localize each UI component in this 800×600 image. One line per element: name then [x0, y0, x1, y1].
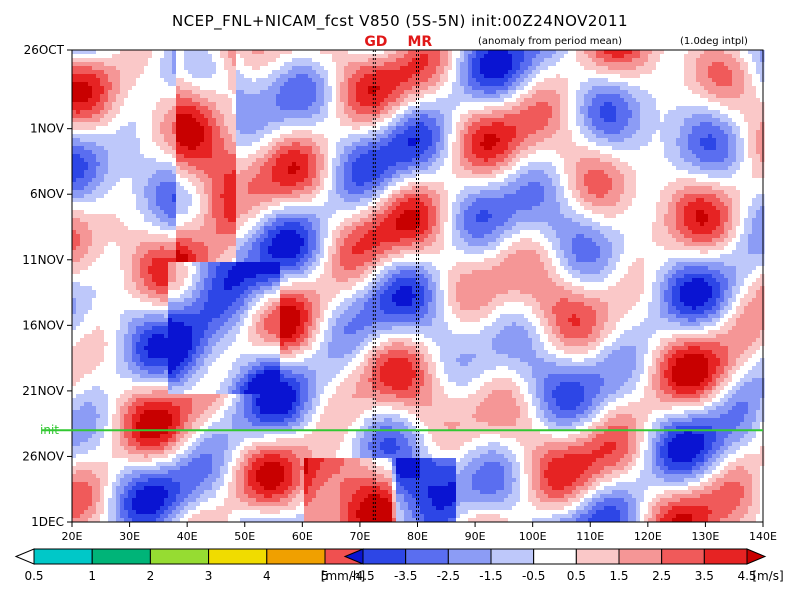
wind-bin-2	[406, 549, 449, 564]
wind-level-label: 1.5	[609, 569, 628, 583]
x-tick-label: 60E	[292, 530, 313, 543]
wind-bin-1	[363, 549, 406, 564]
wind-level-label: -4.5	[351, 569, 374, 583]
x-tick-label: 100E	[519, 530, 547, 543]
y-tick-label: 1DEC	[31, 515, 64, 529]
y-tick-label: 26NOV	[22, 449, 64, 463]
y-tick-label: 16NOV	[22, 318, 64, 332]
precip-level-label: 4	[263, 569, 271, 583]
wind-level-label: 2.5	[652, 569, 671, 583]
wind-level-label: -3.5	[394, 569, 417, 583]
wind-bin-5	[534, 549, 577, 564]
x-tick-label: 90E	[465, 530, 486, 543]
wind-bin-last	[747, 549, 765, 564]
wind-level-label: -2.5	[437, 569, 460, 583]
x-tick-label: 80E	[407, 530, 428, 543]
wind-unit-label: [m/s]	[752, 569, 783, 583]
wind-bin-7	[619, 549, 662, 564]
init-label: init	[40, 423, 59, 437]
y-tick-label: 11NOV	[22, 253, 64, 267]
wind-bin-6	[576, 549, 619, 564]
x-tick-label: 50E	[234, 530, 255, 543]
wind-level-label: 3.5	[695, 569, 714, 583]
wind-level-label: -1.5	[479, 569, 502, 583]
precip-level-label: 3	[205, 569, 213, 583]
precip-level-label: 1	[88, 569, 96, 583]
x-tick-label: 140E	[749, 530, 777, 543]
wind-level-label: -0.5	[522, 569, 545, 583]
x-tick-label: 110E	[576, 530, 604, 543]
wind-bin-3	[448, 549, 491, 564]
x-tick-label: 120E	[634, 530, 662, 543]
y-tick-label: 21NOV	[22, 384, 64, 398]
wind-level-label: 0.5	[567, 569, 586, 583]
x-tick-label: 40E	[177, 530, 198, 543]
x-tick-label: 70E	[349, 530, 370, 543]
y-tick-label: 26OCT	[24, 43, 65, 57]
precip-bin-0	[16, 549, 34, 564]
x-tick-label: 20E	[62, 530, 83, 543]
precip-level-label: 0.5	[24, 569, 43, 583]
x-tick-label: 30E	[119, 530, 140, 543]
precip-bin-4	[209, 549, 267, 564]
precip-bin-3	[150, 549, 208, 564]
precip-level-label: 2	[147, 569, 155, 583]
y-tick-label: 6NOV	[30, 187, 65, 201]
wind-bin-4	[491, 549, 534, 564]
wind-bin-8	[662, 549, 705, 564]
precip-bin-2	[92, 549, 150, 564]
precip-bin-5	[267, 549, 325, 564]
precip-bin-1	[34, 549, 92, 564]
wind-bin-9	[704, 549, 747, 564]
y-tick-label: 1NOV	[30, 122, 65, 136]
x-tick-label: 130E	[691, 530, 719, 543]
